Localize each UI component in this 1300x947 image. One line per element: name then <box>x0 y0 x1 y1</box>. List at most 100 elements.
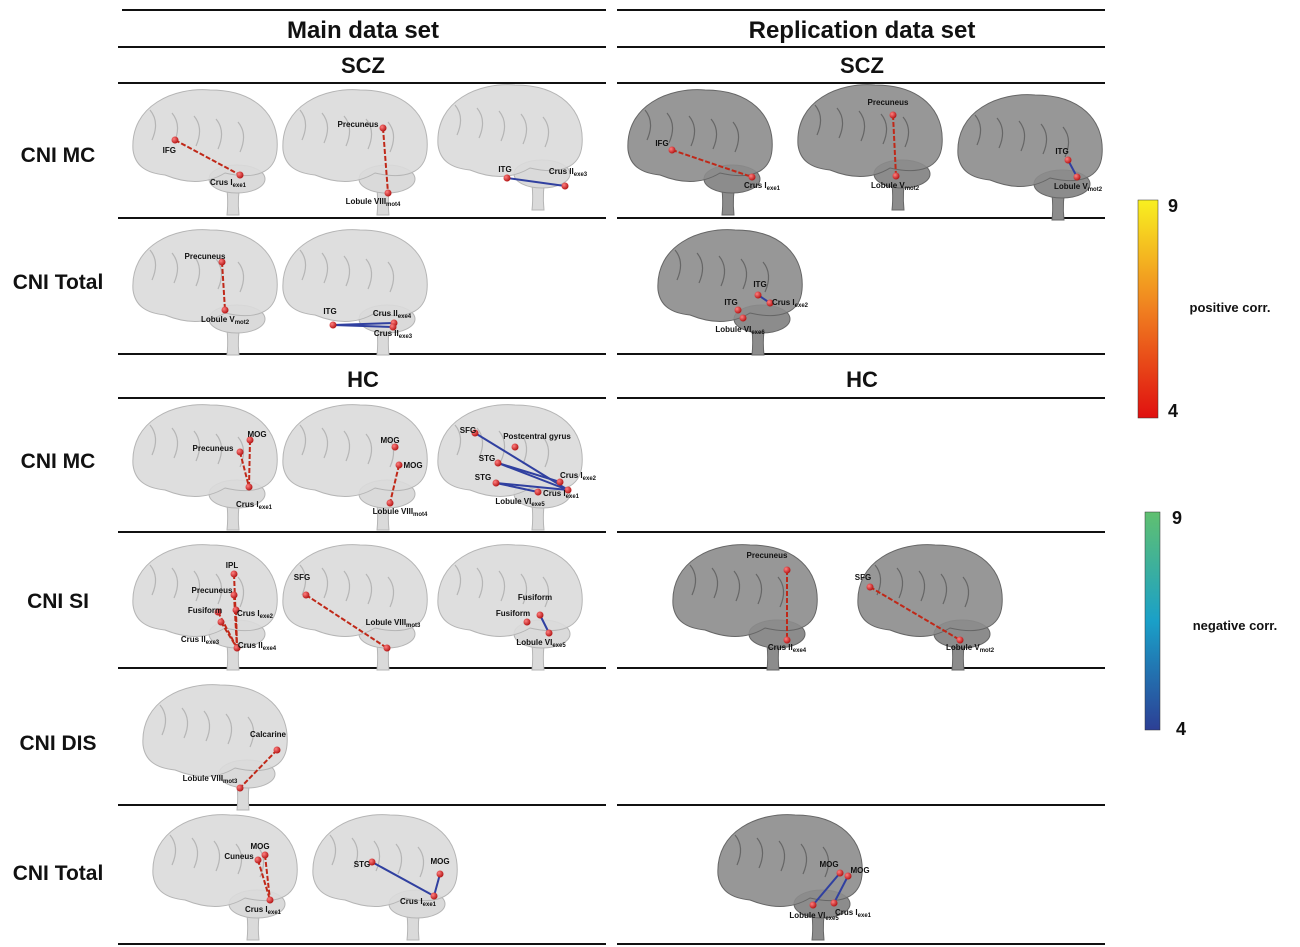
node-label: SFG <box>855 573 871 582</box>
node-name: MOG <box>247 430 266 439</box>
row-label: CNI MC <box>21 144 96 167</box>
node-name: Crus I <box>543 489 566 498</box>
node-label: MOG <box>247 430 266 439</box>
node <box>740 315 747 322</box>
node-name: ITG <box>753 280 766 289</box>
row-label: CNI SI <box>27 590 89 613</box>
node-subscript: exe1 <box>268 910 282 916</box>
node-name: Lobule VI <box>495 497 531 506</box>
brain: CalcarineLobule VIIImot3 <box>143 685 287 810</box>
node-subscript: exe1 <box>423 902 437 908</box>
node-name: Crus I <box>560 471 583 480</box>
node-label: ITG <box>753 280 766 289</box>
node-subscript: exe4 <box>263 646 277 652</box>
node-name: Crus II <box>549 167 574 176</box>
node-name: Crus I <box>772 298 795 307</box>
node <box>255 857 262 864</box>
cerebrum <box>133 90 277 182</box>
node <box>431 893 438 900</box>
node-name: MOG <box>250 842 269 851</box>
node-name: Cuneus <box>224 852 254 861</box>
node-name: Precuneus <box>868 98 909 107</box>
node-subscript: exe1 <box>767 186 781 192</box>
node-label: ITG <box>498 165 511 174</box>
node-label: Precuneus <box>868 98 909 107</box>
brain: ITGCrus IIexe4Crus IIexe3 <box>283 230 427 355</box>
node-label: MOG <box>250 842 269 851</box>
brain: ITGCrus IIexe3 <box>438 85 588 210</box>
node-subscript: exe3 <box>206 640 220 646</box>
brain: Precuneus Lobule VIIImot4 <box>283 90 427 215</box>
node-subscript: exe1 <box>259 505 273 511</box>
node <box>231 571 238 578</box>
node <box>1065 157 1072 164</box>
node-subscript: exe2 <box>795 303 809 309</box>
node <box>267 897 274 904</box>
brain: STGMOGCrus Iexe1 <box>313 815 457 940</box>
node-name: IFG <box>655 139 668 148</box>
node-name: SFG <box>294 573 310 582</box>
node-name: Crus II <box>374 329 399 338</box>
node-name: MOG <box>430 857 449 866</box>
node-name: Lobule V <box>201 315 235 324</box>
node-label: Precuneus <box>193 444 234 453</box>
node-name: Lobule V <box>946 643 980 652</box>
colorbar-max: 9 <box>1168 196 1178 216</box>
node-name: Lobule V <box>871 181 905 190</box>
node-label: Crus Iexe1 <box>236 500 273 511</box>
colorbar-positive <box>1138 200 1158 418</box>
node <box>755 292 762 299</box>
node-name: Lobule VI <box>789 911 825 920</box>
node-name: IFG <box>163 146 176 155</box>
node <box>837 870 844 877</box>
cerebrum <box>283 90 427 182</box>
node-subscript: exe3 <box>399 334 413 340</box>
node <box>546 630 553 637</box>
node <box>893 173 900 180</box>
node <box>504 175 511 182</box>
colorbar-min: 4 <box>1168 401 1178 421</box>
node <box>437 871 444 878</box>
node-label: Lobule VIIImot4 <box>346 197 401 208</box>
brain: ITGITGCrus Iexe2Lobule VIexe6 <box>658 230 809 355</box>
brain: MOGMOGLobule VIIImot4 <box>283 405 428 530</box>
node-label: Precuneus <box>185 252 226 261</box>
connection <box>249 440 250 487</box>
node-name: Lobule VIII <box>346 197 386 206</box>
node-label: Fusiform <box>188 606 222 615</box>
brain: SFGLobule VIIImot3 <box>283 545 427 670</box>
brain: Precuneus MOG Crus Iexe1 <box>133 405 277 530</box>
node-name: ITG <box>724 298 737 307</box>
node-label: ITG <box>724 298 737 307</box>
node-subscript: mot2 <box>235 320 250 326</box>
node-name: Crus II <box>238 641 263 650</box>
node-name: MOG <box>850 866 869 875</box>
node <box>831 900 838 907</box>
node-name: Crus I <box>210 178 233 187</box>
node <box>384 645 391 652</box>
node-name: Postcentral gyrus <box>503 432 571 441</box>
row-label: CNI Total <box>13 862 104 885</box>
node-label: Precuneus <box>747 551 788 560</box>
node-name: ITG <box>323 307 336 316</box>
node <box>537 612 544 619</box>
node <box>535 489 542 496</box>
node-name: STG <box>475 473 491 482</box>
node-label: MOG <box>403 461 422 470</box>
colorbar-label: negative corr. <box>1193 618 1278 633</box>
column-header: Main data set <box>287 17 439 44</box>
node-label: SFG <box>294 573 310 582</box>
node-name: Fusiform <box>518 593 552 602</box>
node-subscript: exe6 <box>751 330 765 336</box>
node <box>784 567 791 574</box>
node-label: ITG <box>323 307 336 316</box>
node-label: Precuneus <box>338 120 379 129</box>
node-name: Precuneus <box>185 252 226 261</box>
node-name: Calcarine <box>250 730 287 739</box>
node-name: Lobule VI <box>516 638 552 647</box>
cerebrum <box>718 815 862 907</box>
node <box>810 902 817 909</box>
